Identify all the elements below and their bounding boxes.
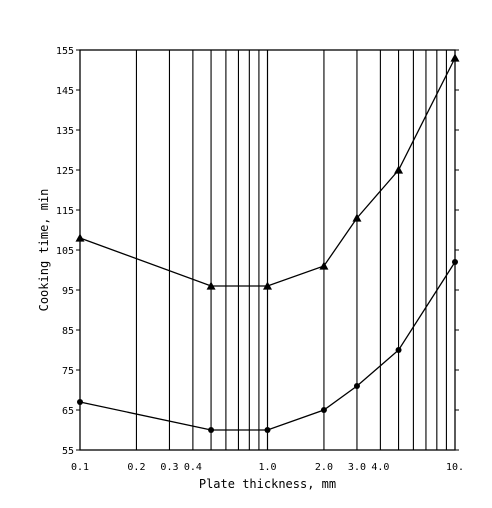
x-tick-label: 0.2 — [127, 462, 145, 473]
data-point-circle — [320, 407, 327, 413]
y-tick-label: 105 — [56, 246, 74, 257]
data-point-triangle — [394, 165, 404, 174]
data-point-circle — [77, 399, 83, 405]
data-point-triangle — [263, 281, 272, 290]
data-point-circle — [264, 427, 271, 433]
x-tick-label: 0.1 — [71, 462, 89, 473]
y-tick-label: 75 — [62, 366, 74, 377]
data-point-triangle — [75, 233, 85, 242]
y-tick-label: 55 — [62, 446, 74, 457]
y-axis-label: Cooking time, min — [37, 189, 51, 312]
y-tick-label: 115 — [56, 206, 74, 217]
x-tick-label: 0.3 — [160, 462, 178, 473]
data-point-triangle — [319, 261, 329, 270]
x-tick-label: 4.0 — [371, 462, 389, 473]
x-tick-label: 2.0 — [315, 462, 333, 473]
data-point-circle — [353, 383, 360, 389]
grid-lines — [135, 50, 447, 450]
data-point-circle — [452, 259, 458, 265]
x-tick-label: 3.0 — [348, 462, 366, 473]
data-point-triangle — [206, 281, 216, 290]
y-tick-label: 135 — [56, 126, 74, 137]
x-tick-label: 0.4 — [184, 462, 202, 473]
x-axis-ticks: 0.1 0.2 0.3 0.4 1.0 2.0 3.0 4.0 10. — [71, 462, 464, 473]
series-1 — [75, 53, 460, 290]
y-tick-label: 155 — [56, 46, 74, 57]
series-lines — [75, 53, 460, 433]
y-tick-label: 85 — [62, 326, 74, 337]
x-tick-label: 1.0 — [258, 462, 276, 473]
y-tick-label: 65 — [62, 406, 74, 417]
data-point-circle — [395, 347, 402, 353]
y-tick-label: 95 — [62, 286, 74, 297]
data-point-triangle — [352, 213, 362, 222]
data-point-circle — [208, 427, 215, 433]
series-2 — [77, 259, 458, 433]
y-tick-label: 145 — [56, 86, 74, 97]
x-tick-label: 10. — [446, 462, 464, 473]
data-point-triangle — [450, 53, 460, 62]
y-tick-label: 125 — [56, 166, 74, 177]
y-axis-ticks: 55 65 75 85 95 105 115 125 135 145 155 — [56, 46, 459, 457]
x-axis-label: Plate thickness, mm — [199, 477, 336, 491]
